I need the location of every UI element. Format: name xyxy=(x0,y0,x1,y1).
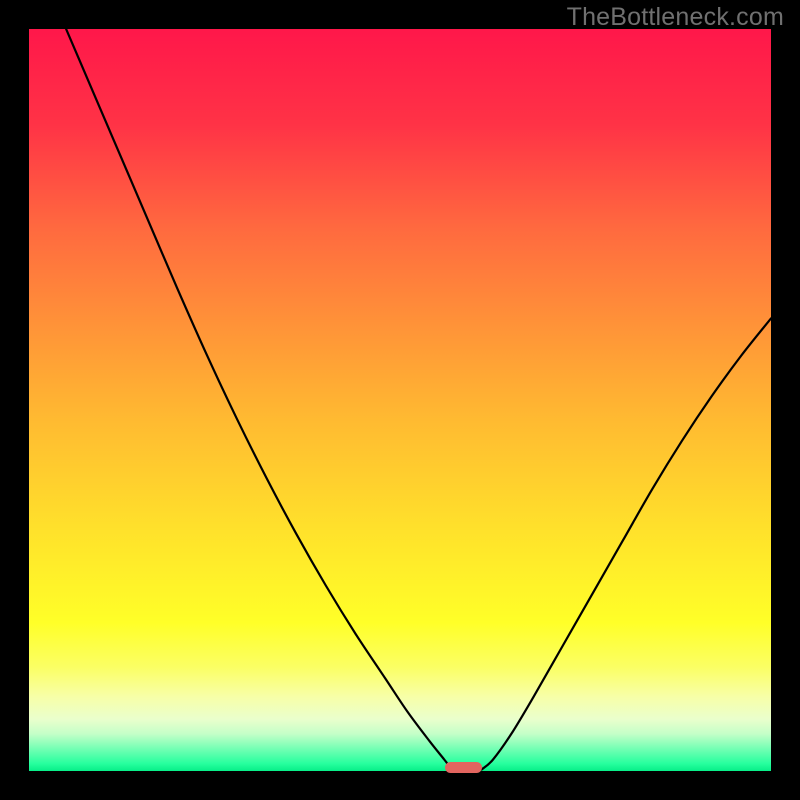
curves-svg xyxy=(29,29,771,771)
bottleneck-range-marker xyxy=(445,762,482,773)
chart-frame: TheBottleneck.com xyxy=(0,0,800,800)
left-falling-curve xyxy=(66,29,452,770)
plot-area xyxy=(29,29,771,771)
right-rising-curve xyxy=(482,318,771,769)
watermark-text: TheBottleneck.com xyxy=(567,3,784,32)
